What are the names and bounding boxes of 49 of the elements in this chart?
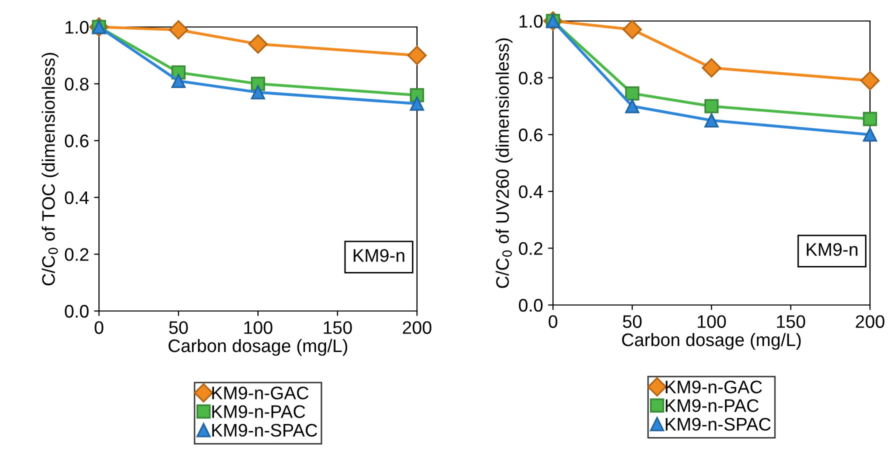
point [250,85,266,100]
y-tick-label: 0.8 [518,72,542,85]
point [860,70,880,90]
x-tick-label: 200 [856,315,884,328]
x-axis-title: Carbon dosage (mg/L) [622,332,801,350]
y-tick-label: 0.6 [64,134,88,148]
y-tick-label: 0.8 [64,78,88,91]
x-tick-label: 100 [244,321,272,334]
y-tick-label: 0.0 [518,298,543,312]
legend-label: KM9-n-PAC [212,405,306,418]
x-tick-label: 50 [169,321,188,334]
point [704,99,719,114]
point [622,20,642,40]
x-tick-label: 200 [402,321,432,334]
point [702,58,722,78]
y-tick-label: 0.2 [64,248,88,261]
point [248,34,268,54]
x-tick-label: 0 [548,315,558,328]
x-tick-label: 0 [94,321,104,334]
point [171,74,186,88]
legend-label: KM9-n-GAC [666,380,762,394]
annotation: KM9-n [806,243,858,256]
point [168,20,188,40]
legend-label: KM9-n-SPAC [212,424,318,437]
y-tick-label: 1.0 [520,14,543,28]
point [410,96,424,111]
y-tick-label: 0.6 [518,128,542,142]
y-tick-label: 0.0 [64,304,89,318]
y-axis-title: C/C$_{0}$ of UV260 (dimensionless) [496,38,512,288]
point [625,99,640,114]
legend-label: KM9-n-GAC [212,386,308,400]
point [407,46,427,66]
x-tick-label: 100 [698,315,726,328]
y-tick-label: 1.0 [66,20,89,34]
y-axis-title: C/C$_{0}$ of TOC (dimensionless) [42,52,58,286]
point [625,86,640,101]
y-tick-label: 0.4 [518,185,543,198]
point [704,113,719,128]
y-tick-label: 0.4 [64,191,89,204]
point [862,112,878,126]
x-tick-label: 150 [324,321,352,334]
y-tick-label: 0.2 [518,242,542,255]
legend-label: KM9-n-SPAC [666,418,771,431]
x-tick-label: 150 [777,315,806,328]
x-axis-title: Carbon dosage (mg/L) [168,338,348,356]
x-tick-label: 50 [622,315,642,328]
annotation: KM9-n [354,249,404,262]
legend-label: KM9-n-PAC [666,399,759,412]
point [862,128,878,142]
